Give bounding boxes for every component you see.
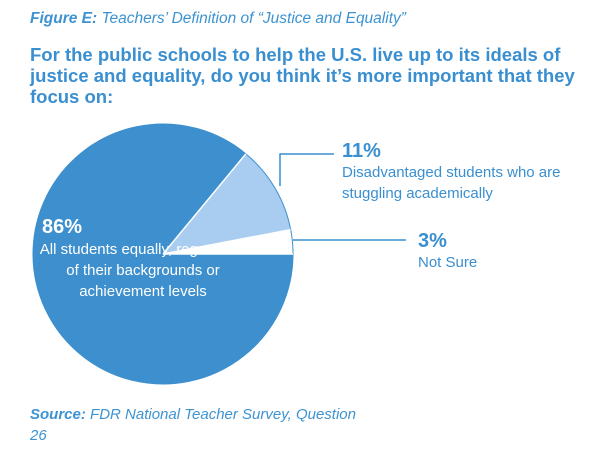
figure-title-text: Teachers’ Definition of “Justice and Equ… <box>101 10 406 27</box>
slice-label-disadvantaged-pct: 11% <box>342 140 381 162</box>
figure-label: Figure E: <box>30 10 98 27</box>
slice-label-not-sure-pct: 3% <box>418 230 447 252</box>
slice-label-disadvantaged-desc: Disadvantaged students who are stuggling… <box>342 164 561 202</box>
slice-separator <box>162 153 247 255</box>
slice-separator <box>162 228 291 255</box>
leader-line-disadvantaged <box>279 153 334 186</box>
source-label: Source: <box>30 406 86 423</box>
slice-label-all-students-pct: 86% <box>42 216 83 238</box>
survey-question: For the public schools to help the U.S. … <box>30 44 575 107</box>
pie-slices <box>32 123 294 385</box>
figure-title: Figure E: Teachers’ Definition of “Justi… <box>30 10 406 28</box>
source-text: FDR National Teacher Survey, Question 26 <box>30 406 356 444</box>
slice-label-all-students-desc: All students equally, regardless of thei… <box>39 241 247 300</box>
slice-label-not-sure-desc: Not Sure <box>418 254 478 271</box>
source-note: Source: FDR National Teacher Survey, Que… <box>30 404 370 446</box>
pie-slice-disadvantaged <box>161 153 292 255</box>
leader-lines <box>279 153 406 241</box>
